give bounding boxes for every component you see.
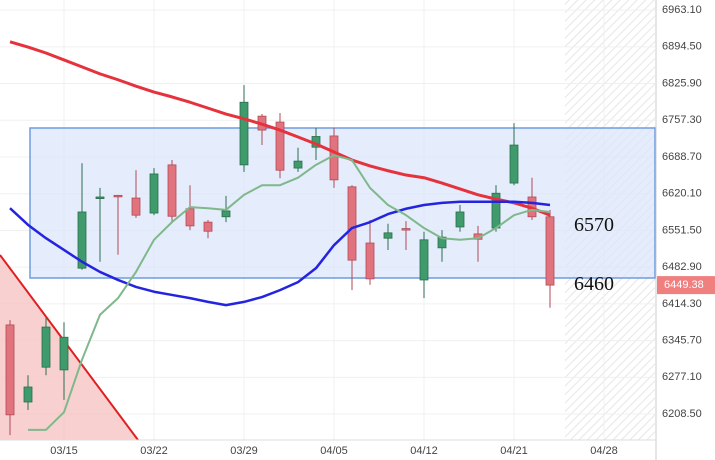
candle-body (383, 232, 393, 239)
range-box (29, 127, 656, 279)
candle-body (365, 242, 375, 280)
candle-body (545, 216, 555, 286)
y-tick-label: 6482.90 (662, 261, 702, 273)
candle-body (419, 239, 429, 281)
candle-body (167, 164, 177, 217)
candle-body (77, 211, 87, 269)
candle-body (329, 135, 339, 181)
candle-body (401, 228, 411, 231)
candle-body (293, 160, 303, 169)
y-tick-label: 6208.50 (662, 408, 702, 420)
y-tick-label: 6757.30 (662, 114, 702, 126)
x-tick-label: 03/15 (50, 445, 78, 457)
candle-body (59, 336, 69, 371)
moving-average (28, 154, 551, 431)
candle-body (185, 208, 195, 227)
y-tick-label: 6414.30 (662, 298, 702, 310)
candle-body (5, 324, 15, 416)
candle-body (23, 386, 33, 403)
y-tick-label: 6277.10 (662, 371, 702, 383)
candle-body (149, 173, 159, 214)
candle-body (95, 196, 105, 199)
price-tag (657, 276, 715, 295)
candle-body (203, 221, 213, 232)
level-label: 6570 (574, 214, 614, 236)
moving-average (9, 40, 551, 217)
candle-body (347, 186, 357, 261)
y-tick-label: 6620.10 (662, 188, 702, 200)
candle-body (455, 211, 465, 228)
level-label: 6460 (574, 273, 614, 295)
candle-body (275, 121, 285, 171)
candle-body (131, 197, 141, 216)
y-tick-label: 6551.50 (662, 224, 702, 236)
x-tick-label: 04/12 (410, 445, 438, 457)
y-tick-label: 6894.50 (662, 41, 702, 53)
price-tag-label: 6449.38 (664, 279, 704, 291)
x-tick-label: 04/21 (500, 445, 528, 457)
candle-body (113, 194, 123, 198)
x-tick-label: 03/22 (140, 445, 168, 457)
candle-body (509, 144, 519, 184)
x-tick-label: 04/05 (320, 445, 348, 457)
moving-average (9, 200, 551, 307)
y-tick-label: 6825.90 (662, 77, 702, 89)
y-tick-label: 6963.10 (662, 4, 702, 16)
candle-body (239, 101, 249, 166)
y-tick-label: 6345.70 (662, 335, 702, 347)
trend-line (0, 254, 139, 441)
y-tick-label: 6688.70 (662, 151, 702, 163)
marks (5, 40, 555, 436)
x-tick-label: 03/29 (230, 445, 258, 457)
candle-body (221, 210, 231, 218)
x-tick-label: 04/28 (590, 445, 618, 457)
candle-body (41, 326, 51, 368)
